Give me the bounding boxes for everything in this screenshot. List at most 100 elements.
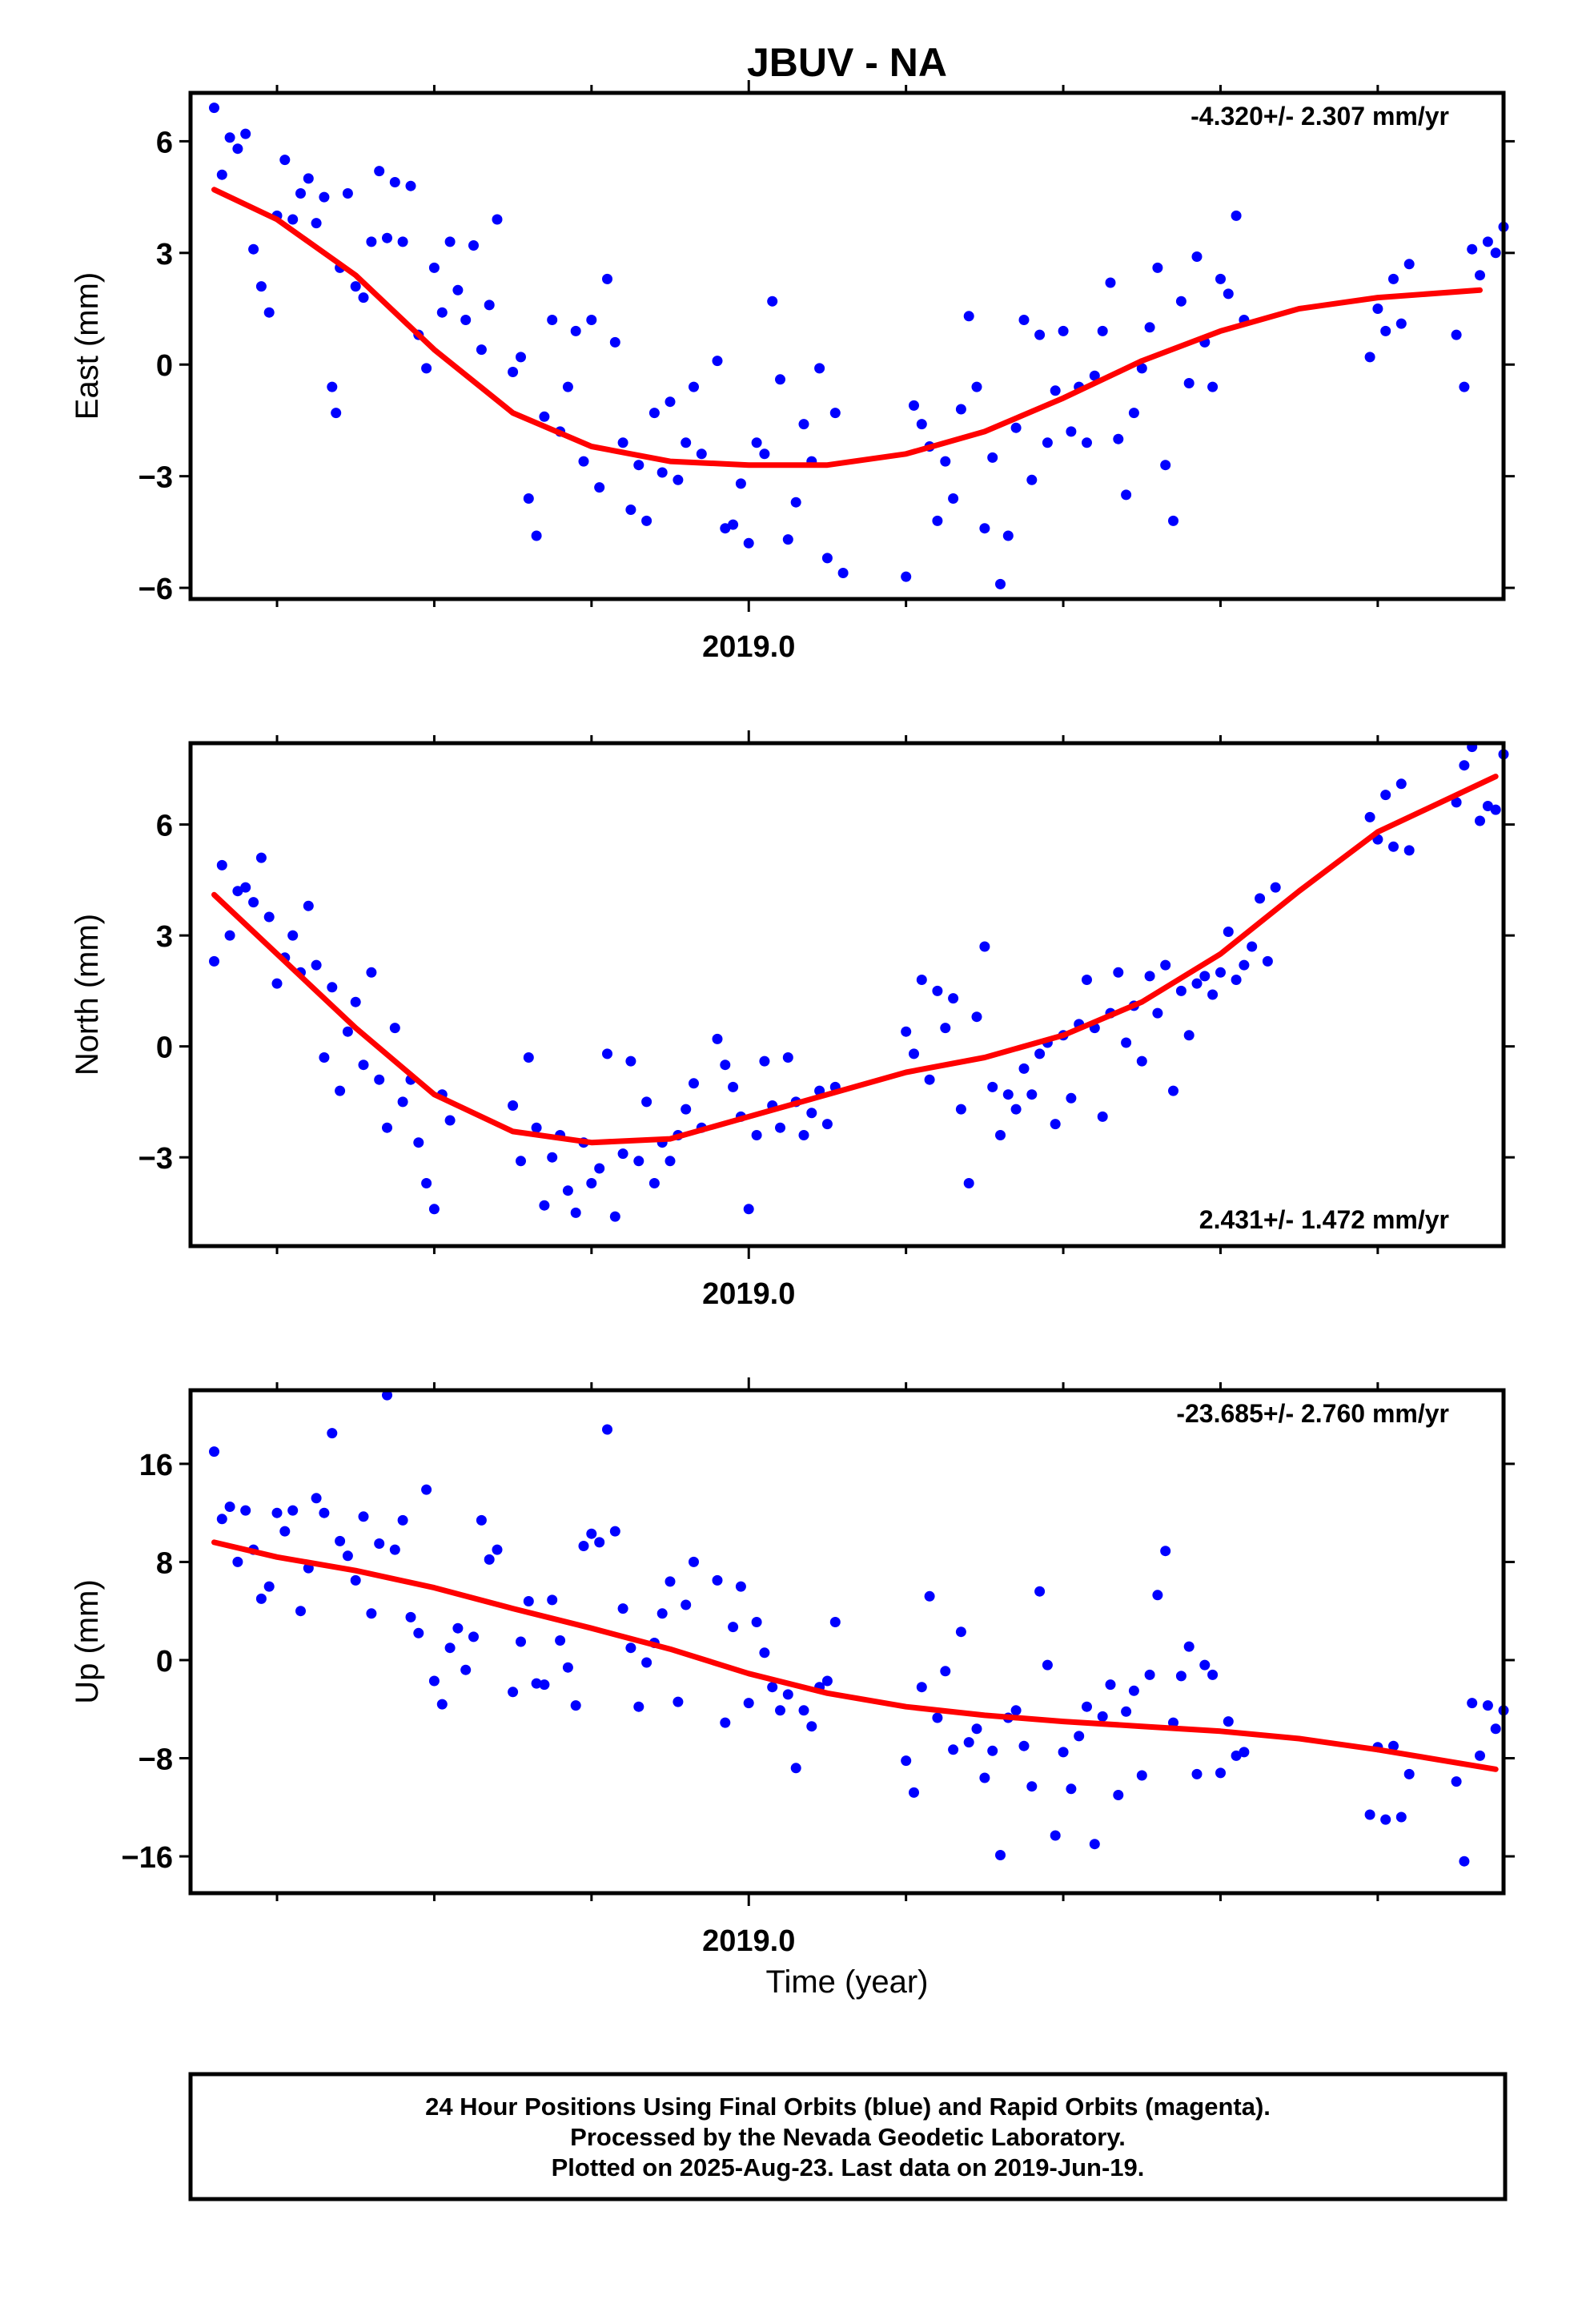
data-point: [1231, 975, 1242, 985]
data-point: [484, 300, 495, 311]
data-point: [303, 900, 314, 911]
data-point: [656, 1608, 668, 1619]
data-point: [1152, 262, 1163, 273]
data-point: [216, 169, 227, 180]
data-point: [1199, 971, 1211, 982]
data-point: [1395, 318, 1407, 329]
data-point: [508, 367, 519, 377]
data-point: [1380, 1814, 1391, 1825]
data-point: [995, 1850, 1006, 1860]
data-point: [263, 911, 275, 923]
data-point: [224, 1502, 235, 1512]
data-point: [311, 218, 322, 229]
data-point: [1144, 322, 1155, 333]
data-point: [287, 214, 299, 225]
data-point: [421, 363, 432, 374]
data-point: [1380, 790, 1391, 801]
data-point: [255, 852, 267, 863]
data-point: [837, 568, 849, 578]
data-point: [578, 1541, 589, 1551]
data-point: [382, 232, 392, 243]
data-point: [751, 437, 762, 448]
data-point: [319, 1507, 330, 1518]
data-point: [1372, 304, 1383, 314]
data-point: [342, 1550, 353, 1562]
y-tick-label: −8: [139, 1743, 173, 1777]
data-point: [1403, 845, 1415, 856]
data-point: [1451, 329, 1462, 340]
data-point: [1136, 1770, 1147, 1781]
data-point: [547, 1152, 558, 1163]
data-point: [1018, 1740, 1030, 1751]
figure-title: JBUV - NA: [747, 40, 947, 85]
data-point: [1121, 489, 1132, 501]
data-point: [444, 236, 456, 247]
data-point: [1128, 408, 1139, 419]
data-point: [248, 243, 259, 255]
y-tick-label: −6: [139, 573, 173, 606]
data-point: [901, 571, 912, 582]
data-point: [1105, 277, 1116, 288]
data-point: [995, 1130, 1006, 1140]
data-point: [987, 1081, 998, 1092]
data-point: [468, 1631, 479, 1642]
data-point: [331, 408, 342, 419]
data-point: [1191, 251, 1203, 262]
data-point: [1388, 841, 1399, 852]
data-point: [1467, 243, 1478, 255]
data-point: [209, 955, 219, 967]
data-point: [1364, 352, 1375, 363]
data-point: [1066, 426, 1077, 437]
data-point: [932, 985, 943, 996]
data-point: [570, 1207, 581, 1218]
data-point: [1160, 460, 1171, 471]
data-point: [932, 1712, 943, 1723]
data-point: [995, 578, 1006, 589]
data-point: [303, 173, 314, 184]
data-point: [209, 1446, 219, 1458]
data-point: [1490, 247, 1501, 259]
data-point: [1459, 1856, 1470, 1867]
data-point: [1364, 811, 1375, 822]
data-point: [1002, 1089, 1014, 1100]
data-point: [743, 537, 754, 549]
data-point: [240, 882, 251, 893]
data-point: [602, 273, 612, 284]
data-point: [1113, 967, 1124, 978]
data-point: [1042, 437, 1053, 448]
data-point: [428, 1675, 440, 1687]
data-point: [1459, 381, 1470, 392]
data-point: [397, 1514, 408, 1526]
data-point: [1223, 927, 1234, 937]
data-point: [1262, 955, 1273, 967]
data-point: [971, 381, 982, 392]
data-point: [224, 930, 235, 941]
data-point: [232, 143, 243, 155]
data-point: [555, 1635, 566, 1646]
data-point: [523, 1596, 534, 1606]
data-point: [1395, 778, 1407, 790]
data-point: [1113, 433, 1124, 444]
data-point: [1388, 1740, 1399, 1751]
data-point: [413, 1627, 424, 1638]
data-point: [1239, 959, 1250, 971]
data-point: [775, 1122, 785, 1133]
data-point: [240, 128, 251, 139]
data-point: [821, 1675, 833, 1687]
data-point: [1207, 989, 1219, 1000]
data-point: [751, 1617, 762, 1627]
data-point: [452, 1622, 464, 1634]
data-point: [374, 166, 385, 177]
data-point: [271, 1507, 283, 1518]
data-point: [798, 419, 809, 430]
data-point: [1097, 1111, 1108, 1122]
data-point: [689, 1078, 699, 1089]
data-point: [1451, 1776, 1462, 1787]
data-point: [916, 1682, 927, 1693]
data-point: [358, 1059, 369, 1071]
data-point: [358, 1511, 369, 1522]
data-point: [342, 1026, 353, 1037]
data-point: [617, 1148, 628, 1160]
data-point: [1191, 978, 1203, 989]
data-point: [790, 497, 801, 508]
